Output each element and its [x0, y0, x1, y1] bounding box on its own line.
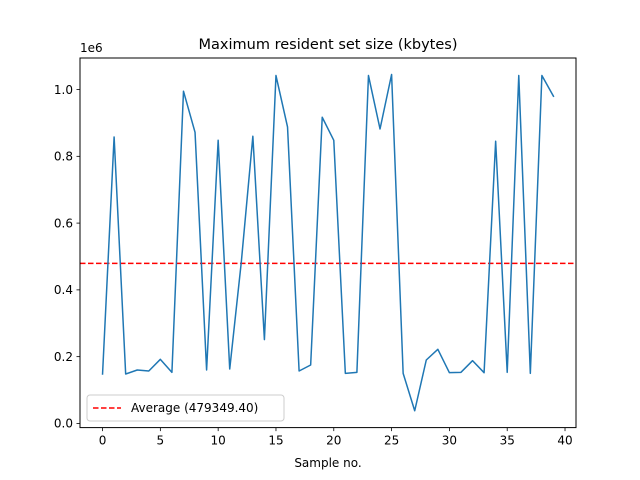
x-tick-label: 0 — [99, 434, 107, 448]
data-point — [472, 360, 474, 362]
y-tick-label: 0.0 — [54, 417, 73, 431]
x-axis: 0 5 10 15 20 25 30 35 40 — [99, 427, 573, 448]
plot-area — [80, 73, 576, 412]
data-point — [113, 136, 115, 138]
data-point — [333, 140, 335, 142]
data-point — [483, 372, 485, 374]
data-point — [506, 372, 508, 374]
y-tick-label: 0.6 — [54, 216, 73, 230]
data-point — [379, 128, 381, 130]
data-point — [206, 369, 208, 371]
data-point — [402, 373, 404, 375]
y-tick-label: 0.8 — [54, 150, 73, 164]
data-point — [171, 372, 173, 374]
data-point — [102, 373, 104, 375]
data-point — [287, 126, 289, 128]
data-point — [345, 373, 347, 375]
data-point — [541, 75, 543, 77]
data-point — [356, 372, 358, 374]
legend: Average (479349.40) — [86, 394, 285, 422]
data-point — [252, 136, 254, 138]
data-point — [217, 140, 219, 142]
axes-frame — [79, 57, 577, 429]
x-tick-label: 30 — [442, 434, 457, 448]
data-point — [183, 90, 185, 92]
data-point — [460, 372, 462, 374]
data-point — [414, 410, 416, 412]
x-tick-label: 25 — [384, 434, 399, 448]
x-tick-label: 35 — [500, 434, 515, 448]
x-tick-label: 10 — [211, 434, 226, 448]
data-point — [449, 372, 451, 374]
x-tick-label: 40 — [557, 434, 572, 448]
data-point — [310, 364, 312, 366]
data-point — [530, 373, 532, 375]
data-point — [264, 339, 266, 341]
data-point — [275, 75, 277, 77]
chart-title: Maximum resident set size (kbytes) — [199, 37, 458, 53]
data-point — [495, 141, 497, 143]
series-line — [101, 73, 555, 412]
data-point — [426, 359, 428, 361]
x-tick-label: 15 — [268, 434, 283, 448]
y-axis: 0.0 0.2 0.4 0.6 0.8 1.0 — [54, 83, 80, 431]
data-point — [229, 368, 231, 370]
x-tick-label: 20 — [326, 434, 341, 448]
data-point — [518, 75, 520, 77]
data-point — [148, 370, 150, 372]
data-point — [321, 117, 323, 119]
y-offset-label: 1e6 — [80, 41, 103, 55]
y-tick-label: 0.4 — [54, 283, 73, 297]
data-point — [391, 74, 393, 76]
x-axis-label: Sample no. — [294, 456, 361, 470]
data-point — [194, 132, 196, 134]
y-tick-label: 0.2 — [54, 350, 73, 364]
data-point — [437, 349, 439, 351]
data-point — [160, 359, 162, 361]
data-point — [553, 95, 555, 97]
legend-label-average: Average (479349.40) — [131, 401, 258, 415]
legend-box — [86, 394, 285, 422]
data-point — [298, 370, 300, 372]
data-point — [368, 75, 370, 77]
data-point — [241, 261, 243, 263]
x-tick-label: 5 — [157, 434, 165, 448]
y-tick-label: 1.0 — [54, 83, 73, 97]
data-point — [125, 373, 127, 375]
data-point — [136, 369, 138, 371]
